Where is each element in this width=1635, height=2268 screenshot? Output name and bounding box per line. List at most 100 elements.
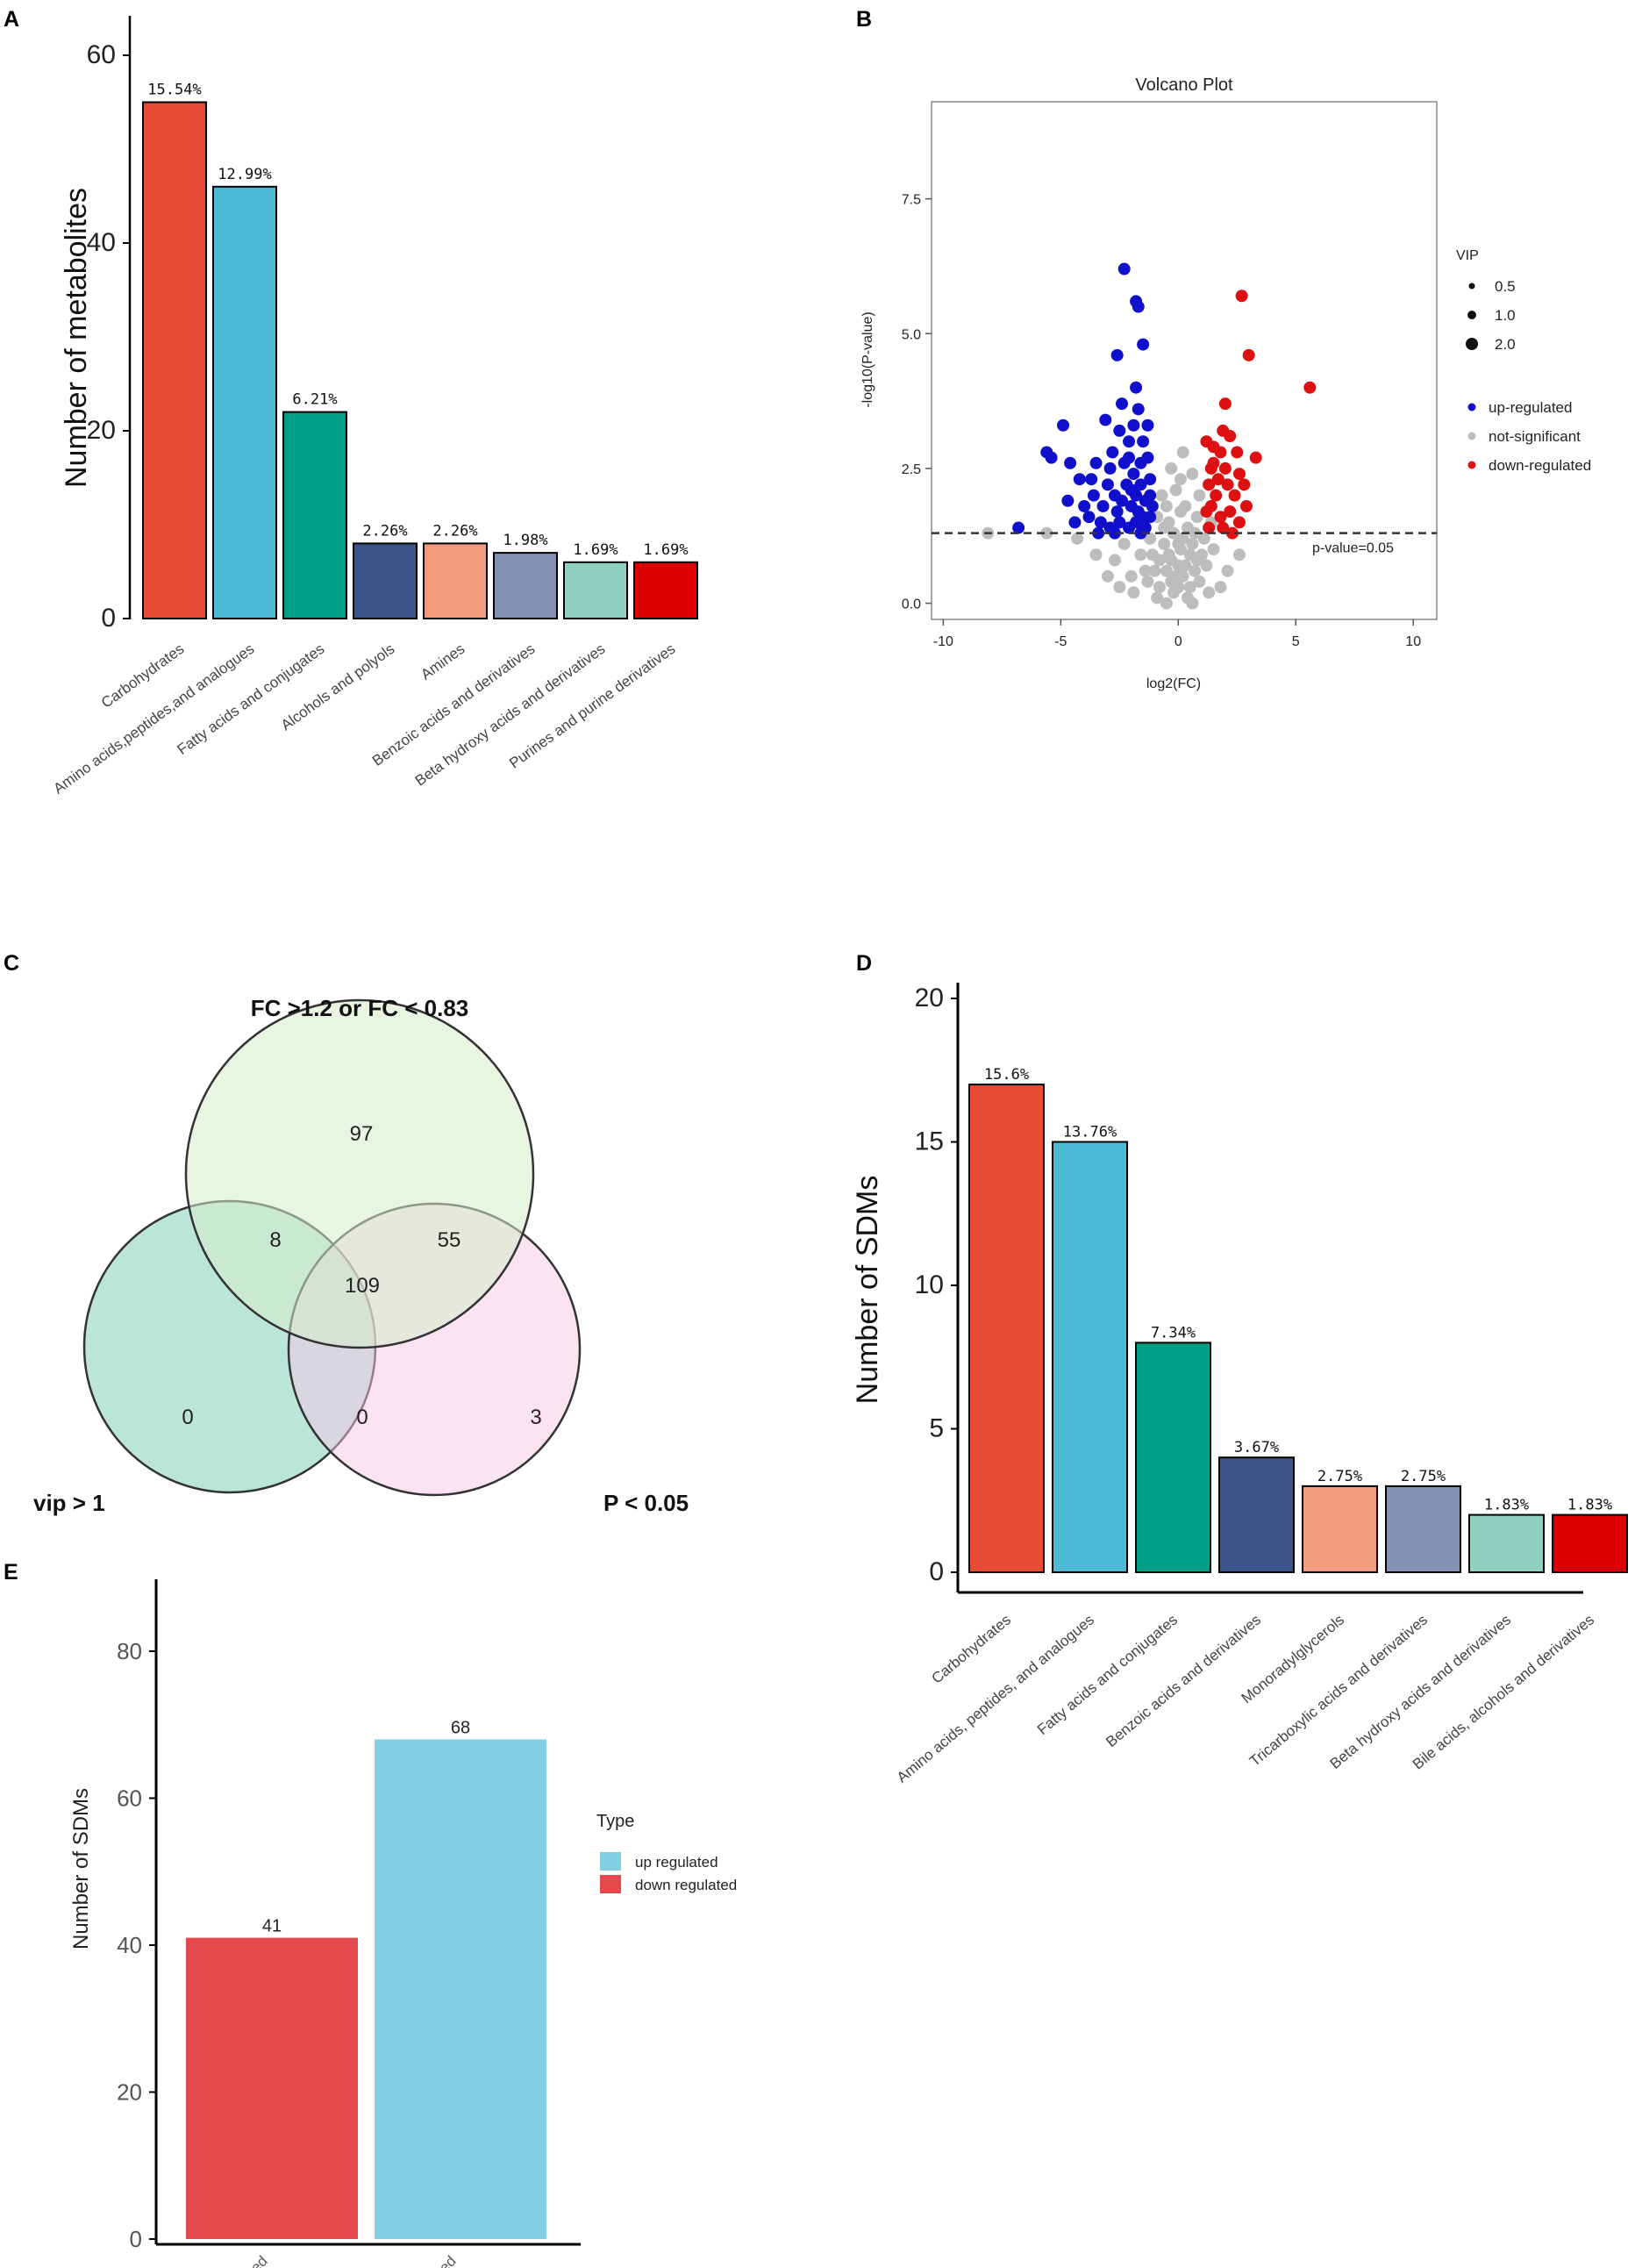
venn-set-p-label: P < 0.05 (603, 1490, 689, 1516)
volcano-point-down-13 (1218, 461, 1232, 475)
d-ytick-label-3: 15 (915, 1127, 944, 1156)
volcano-point-down-25 (1200, 505, 1213, 519)
data-label-d-4: 2.75% (1317, 1468, 1362, 1485)
legend-down-label: down-regulated (1489, 457, 1591, 474)
volcano-point-ns-16 (1207, 543, 1220, 556)
data-label-d-2: 7.34% (1151, 1324, 1196, 1341)
bar-a-1 (212, 185, 277, 620)
volcano-point-up-44 (1078, 499, 1091, 512)
legend-ns-dot (1467, 432, 1476, 440)
volcano-point-down-18 (1224, 505, 1237, 519)
volcano-point-ns-56 (1158, 521, 1171, 534)
volcano-point-ns-50 (1179, 559, 1192, 572)
volcano-xtick-label-4: 10 (1405, 634, 1421, 649)
data-label-a-6: 1.69% (573, 541, 618, 559)
venn-fc-vip: 8 (269, 1228, 281, 1252)
venn-set-fc-label: FC >1.2 or FC < 0.83 (251, 995, 469, 1021)
vip-legend-label-2: 2.0 (1495, 336, 1516, 353)
volcano-point-up-11 (1113, 424, 1126, 437)
volcano-point-ns-7 (1160, 564, 1173, 577)
panel-e-ylabel: Number of SDMs (69, 1788, 93, 1950)
volcano-point-up-14 (1137, 435, 1150, 448)
venn-circle-fc (184, 998, 535, 1349)
volcano-plot-area (931, 101, 1438, 620)
category-label-a-4: Amines (418, 640, 468, 683)
volcano-point-ns-22 (1169, 483, 1182, 497)
volcano-point-down-9 (1224, 430, 1237, 443)
panel-c-venn-diagram: FC >1.2 or FC < 0.83 vip > 1 P < 0.05 97… (33, 995, 689, 1516)
volcano-point-down-2 (1242, 348, 1255, 361)
panel-label-b: B (856, 7, 872, 32)
volcano-point-down-19 (1232, 516, 1246, 529)
volcano-point-up-9 (1045, 451, 1058, 464)
category-label-d-7: Bile acids, alcohols and derivatives (1410, 1612, 1597, 1773)
volcano-point-up-42 (1127, 419, 1140, 432)
volcano-point-up-40 (1089, 456, 1103, 469)
bar-d-1 (1052, 1141, 1128, 1573)
panel-e-legend-down: down regulated (635, 1877, 737, 1893)
volcano-point-up-43 (1144, 473, 1157, 486)
vip-legend-title: VIP (1456, 248, 1479, 263)
volcano-ytick-label-3: 7.5 (902, 193, 921, 208)
data-label-d-1: 13.76% (1063, 1124, 1117, 1141)
volcano-point-down-12 (1210, 489, 1223, 502)
category-label-e-0: down regulated (187, 2252, 271, 2268)
volcano-point-up-58 (1130, 489, 1143, 502)
category-label-d-3: Benzoic acids and derivatives (1103, 1612, 1264, 1751)
volcano-point-up-32 (1113, 516, 1126, 529)
volcano-point-ns-17 (1151, 591, 1164, 605)
volcano-point-down-5 (1249, 451, 1262, 464)
category-label-d-0: Carbohydrates (928, 1612, 1014, 1687)
volcano-xtick-label-1: -5 (1054, 634, 1067, 649)
bar-a-5 (493, 552, 558, 619)
volcano-point-up-18 (1127, 468, 1140, 481)
panel-a-ylabel: Number of metabolites (60, 188, 93, 488)
volcano-point-up-54 (1092, 526, 1105, 540)
volcano-point-ns-23 (1186, 468, 1199, 481)
volcano-point-ns-30 (1134, 548, 1147, 562)
volcano-point-up-47 (1101, 478, 1114, 491)
volcano-point-up-0 (1117, 262, 1131, 275)
panel-label-c: C (4, 951, 19, 976)
volcano-point-up-37 (1068, 516, 1082, 529)
volcano-ytick-label-0: 0.0 (902, 597, 921, 612)
category-label-d-5: Tricarboxylic acids and derivatives (1246, 1612, 1431, 1771)
volcano-point-ns-66 (1174, 473, 1187, 486)
venn-vip-p: 0 (356, 1406, 368, 1429)
volcano-point-up-2 (1130, 295, 1143, 308)
category-label-d-6: Beta hydroxy acids and derivatives (1327, 1612, 1514, 1772)
volcano-point-up-46 (1110, 505, 1124, 519)
volcano-point-down-15 (1238, 478, 1251, 491)
volcano-point-down-17 (1214, 511, 1227, 524)
panel-d-bar-chart: Number of SDMs 0 5 10 15 20 15.6% 13.76% 7.34%… (851, 983, 1628, 1786)
bar-e-1 (375, 1739, 546, 2239)
data-label-a-7: 1.69% (643, 541, 688, 559)
volcano-point-ns-44 (1193, 489, 1206, 502)
volcano-point-up-53 (1061, 494, 1075, 507)
d-ytick-label-2: 10 (915, 1270, 944, 1299)
volcano-point-up-36 (1012, 521, 1025, 534)
volcano-point-ns-47 (1189, 564, 1202, 577)
volcano-point-ns-62 (1089, 548, 1103, 562)
volcano-point-up-21 (1087, 489, 1100, 502)
venn-only-vip: 0 (182, 1406, 193, 1429)
volcano-point-up-59 (1144, 489, 1157, 502)
volcano-point-up-10 (1064, 456, 1077, 469)
panel-b-volcano-plot: Volcano Plot log2(FC) -log10(P-value) -1… (860, 75, 1591, 691)
volcano-point-down-24 (1207, 440, 1220, 454)
volcano-point-ns-33 (1221, 564, 1234, 577)
bar-d-4 (1302, 1485, 1378, 1574)
volcano-point-ns-27 (1190, 511, 1203, 524)
data-label-e-0: 41 (262, 1917, 282, 1936)
panel-e-legend-title: Type (596, 1812, 634, 1831)
panel-label-a: A (4, 7, 19, 32)
volcano-point-up-49 (1137, 511, 1150, 524)
d-ytick-label-1: 5 (929, 1414, 944, 1443)
venn-only-p: 3 (530, 1406, 541, 1429)
venn-set-vip-label: vip > 1 (33, 1490, 105, 1516)
volcano-point-up-38 (1106, 446, 1119, 459)
volcano-point-down-27 (1211, 473, 1224, 486)
volcano-point-up-29 (1082, 511, 1096, 524)
volcano-point-ns-60 (1190, 554, 1203, 567)
